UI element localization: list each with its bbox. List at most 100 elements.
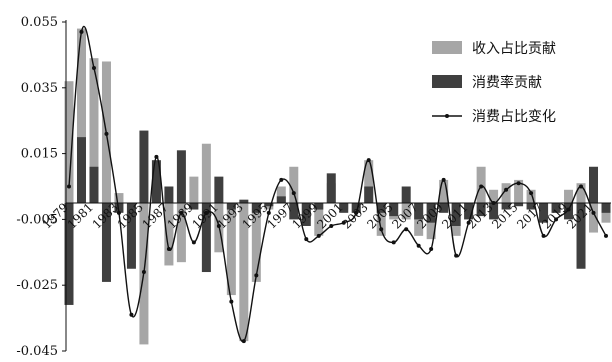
consumption-rate-bar (89, 166, 99, 203)
consumption-share-point (166, 247, 171, 252)
income-share-bar (489, 189, 499, 203)
y-tick-label: 0.015 (21, 147, 58, 162)
income-share-bar (501, 183, 511, 203)
consumption-rate-bar (526, 202, 536, 210)
consumption-rate-bar (289, 202, 299, 220)
income-share-bar (289, 166, 299, 203)
income-share-bar (239, 202, 249, 342)
consumption-share-point (91, 66, 96, 71)
consumption-rate-bar (414, 202, 424, 220)
consumption-rate-bar (351, 202, 361, 213)
legend-consumption-rate-swatch (432, 75, 462, 88)
income-share-bar (439, 179, 449, 203)
consumption-rate-bar (264, 202, 274, 207)
consumption-rate-bar (214, 176, 224, 203)
consumption-share-point (79, 29, 84, 34)
consumption-rate-bar (139, 130, 149, 203)
consumption-rate-bar (501, 202, 511, 210)
consumption-share-point (304, 237, 309, 242)
consumption-rate-bar (189, 202, 199, 210)
consumption-share-point (216, 223, 221, 228)
consumption-rate-bar (401, 186, 411, 203)
consumption-share-point (529, 191, 534, 196)
consumption-share-point (366, 158, 371, 163)
consumption-rate-bar (314, 202, 324, 210)
legend-label: 消费率贡献 (472, 74, 542, 91)
consumption-rate-bar (601, 202, 611, 213)
consumption-rate-bar (576, 202, 586, 269)
y-tick-label: -0.045 (16, 344, 58, 357)
consumption-share-point (116, 210, 121, 215)
income-share-bar (314, 202, 324, 236)
income-share-bar (589, 202, 599, 233)
consumption-rate-bar (201, 202, 211, 273)
consumption-rate-bar (239, 199, 249, 203)
consumption-share-point (454, 253, 459, 258)
consumption-rate-bar (101, 202, 111, 282)
consumption-share-point (129, 312, 134, 317)
consumption-rate-bar (326, 173, 336, 203)
y-tick-label: 0.055 (21, 15, 58, 30)
income-share-bar (576, 183, 586, 203)
consumption-share-point (441, 177, 446, 182)
consumption-rate-bar (489, 202, 499, 220)
income-share-bar (401, 202, 411, 220)
consumption-rate-bar (339, 202, 349, 213)
consumption-rate-bar (251, 202, 261, 213)
income-share-bar (201, 143, 211, 203)
legend-consumption-share-marker (445, 114, 449, 118)
consumption-rate-bar (389, 202, 399, 217)
consumption-share-point (604, 233, 608, 238)
y-tick-label: -0.025 (16, 278, 58, 293)
consumption-share-point (579, 184, 584, 189)
consumption-rate-bar (276, 196, 286, 203)
consumption-share-point (429, 247, 434, 252)
consumption-share-point (154, 154, 159, 159)
consumption-rate-bar (451, 202, 461, 226)
consumption-rate-bar (76, 137, 86, 203)
income-share-bar (526, 189, 536, 203)
income-share-bar (176, 202, 186, 263)
income-share-bar (76, 28, 86, 203)
consumption-share-point (341, 220, 346, 225)
income-share-bar (276, 186, 286, 203)
consumption-rate-bar (151, 160, 161, 203)
income-share-bar (89, 58, 99, 203)
consumption-share-point (179, 210, 184, 215)
consumption-share-point (566, 207, 571, 212)
consumption-rate-bar (589, 166, 599, 203)
consumption-rate-bar (551, 202, 561, 213)
income-share-bar (164, 202, 174, 266)
consumption-share-point (504, 187, 509, 192)
consumption-share-point (329, 223, 334, 228)
income-share-bar (514, 179, 524, 203)
consumption-rate-bar (514, 202, 524, 207)
consumption-rate-bar (364, 186, 374, 203)
consumption-share-point (404, 227, 409, 232)
consumption-share-point (279, 177, 284, 182)
consumption-rate-bar (301, 202, 311, 226)
consumption-share-point (104, 131, 109, 136)
consumption-share-point (591, 210, 596, 215)
income-share-bar (226, 202, 236, 296)
consumption-rate-bar (439, 202, 449, 213)
consumption-share-line (68, 25, 607, 343)
consumption-share-point (241, 339, 246, 344)
consumption-rate-bar (426, 202, 436, 223)
consumption-share-point (229, 299, 234, 304)
consumption-rate-bar (64, 202, 74, 305)
income-share-bar (189, 176, 199, 203)
consumption-rate-bar (376, 202, 386, 213)
consumption-rate-bar (539, 202, 549, 223)
consumption-share-point (541, 233, 546, 238)
consumption-share-point (204, 210, 209, 215)
income-share-bar (564, 189, 574, 203)
income-share-bar (114, 193, 124, 203)
income-share-bar (251, 202, 261, 282)
consumption-rate-bar (464, 202, 474, 220)
income-share-bar (64, 81, 74, 203)
consumption-share-point (491, 200, 496, 205)
consumption-rate-bar (476, 202, 486, 217)
consumption-rate-bar (126, 202, 136, 269)
consumption-rate-bar (164, 186, 174, 203)
